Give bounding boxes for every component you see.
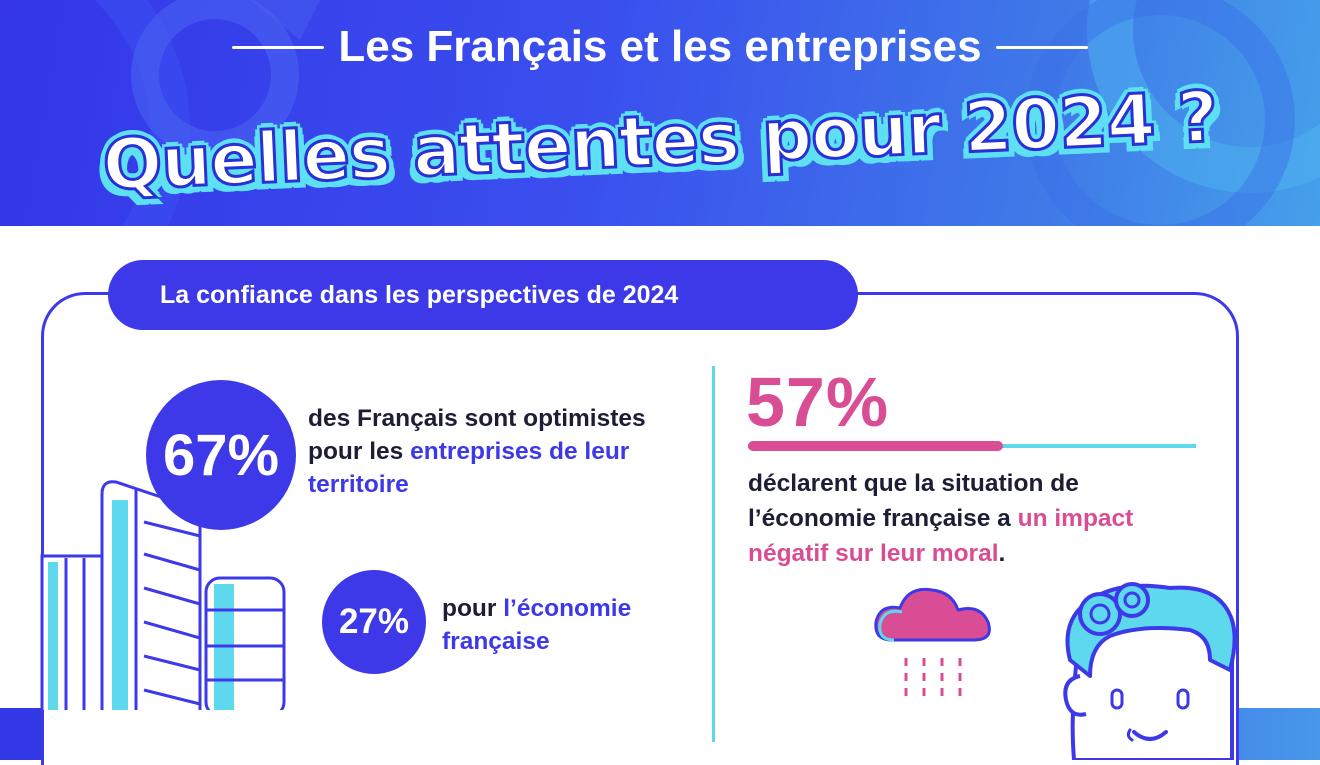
subtitle-row: Les Français et les entreprises (0, 14, 1320, 80)
stat-57-line2-highlight: un impact (1017, 505, 1134, 532)
column-divider (712, 366, 715, 742)
stat-67-circle: 67% (146, 380, 296, 530)
stat-67-line2-prefix: pour les (308, 438, 411, 465)
stat-67-line2: pour les entreprises de leur (308, 435, 646, 468)
stat-57-line3-highlight: négatif sur leur moral (748, 540, 999, 567)
subtitle-rule-left (232, 45, 325, 49)
stat-67-line1: des Français sont optimistes (308, 405, 646, 432)
banner-subtitle: Les Français et les entreprises (338, 22, 982, 71)
stat-27-line1-prefix: pour (442, 595, 504, 622)
stat-57-line3-suffix: . (998, 540, 1006, 567)
banner-decoration (94, 0, 1320, 226)
stat-27-line2: française (442, 628, 550, 655)
stat-67-value: 67% (162, 422, 280, 488)
worried-face-illustration (1063, 582, 1237, 760)
subtitle-rule-right (995, 45, 1088, 49)
stat-27-circle: 27% (322, 570, 426, 674)
stat-57-text: déclarent que la situation de l’économie… (748, 466, 1133, 571)
stat-57-line2: l’économie française a un impact (748, 501, 1133, 536)
stat-57-line1: déclarent que la situation de (748, 470, 1079, 497)
stat-27-line1-highlight: l’économie (503, 595, 632, 622)
buildings-illustration (40, 480, 286, 710)
stat-27-text: pour l’économie française (442, 592, 631, 658)
header-banner: Les Français et les entreprises Quelles … (0, 0, 1320, 226)
stat-27-line1: pour l’économie (442, 592, 631, 625)
stat-57-line3: négatif sur leur moral. (748, 536, 1133, 571)
stat-67-line3: territoire (308, 471, 409, 498)
section-title: La confiance dans les perspectives de 20… (108, 260, 858, 330)
stat-27-value: 27% (338, 602, 410, 641)
stat-57-value: 57% (746, 363, 890, 441)
stat-57-progress-bar (748, 441, 1003, 451)
stat-67-line2-highlight: entreprises de leur (410, 438, 630, 465)
stat-67-text: des Français sont optimistes pour les en… (308, 402, 646, 501)
rain-cloud-icon (874, 587, 991, 696)
stat-57-line2-prefix: l’économie française a (748, 505, 1018, 532)
